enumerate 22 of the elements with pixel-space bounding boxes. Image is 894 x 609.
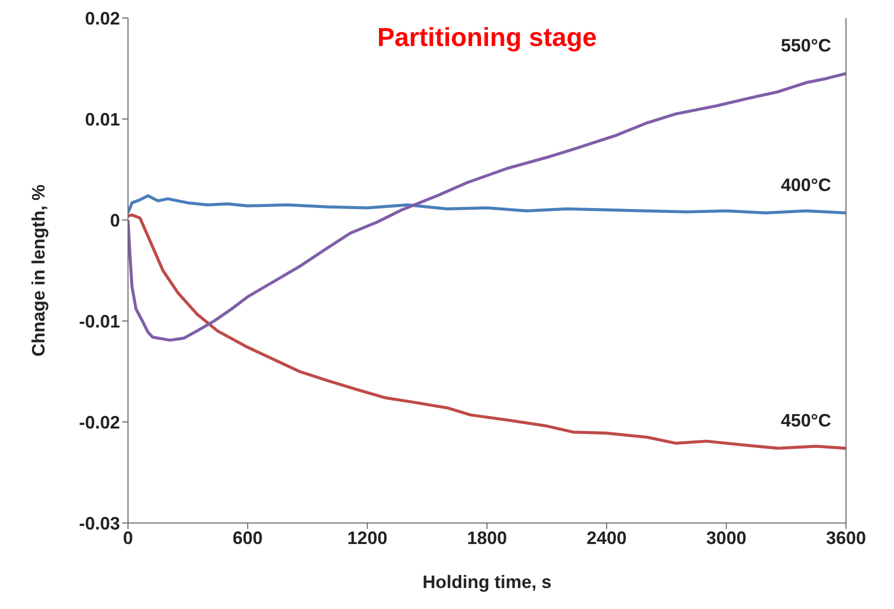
x-tick-label: 1800 bbox=[466, 528, 508, 548]
x-tick-label: 600 bbox=[232, 528, 263, 548]
x-tick-label: 0 bbox=[122, 528, 134, 548]
x-tick-label: 3600 bbox=[826, 528, 866, 548]
line-series bbox=[128, 194, 846, 214]
series-label: 400°C bbox=[780, 174, 832, 195]
x-tick-label: 1200 bbox=[347, 528, 388, 548]
y-tick-label: -0.02 bbox=[78, 412, 120, 432]
y-tick-label: 0.02 bbox=[84, 8, 120, 28]
y-tick-label: 0 bbox=[110, 210, 120, 230]
y-tick-label: 0.01 bbox=[84, 109, 120, 130]
series-label: 450°C bbox=[780, 410, 832, 430]
line-series bbox=[128, 213, 846, 450]
x-tick-label: 2400 bbox=[586, 528, 627, 548]
x-axis-title: Holding time, s bbox=[422, 572, 552, 592]
x-tick-label: 3000 bbox=[706, 528, 746, 548]
y-axis-title: Chnage in length, % bbox=[28, 184, 48, 357]
line-series bbox=[128, 72, 846, 342]
y-tick-label: -0.03 bbox=[78, 513, 120, 534]
series-label: 550°C bbox=[780, 36, 832, 56]
y-tick-label: -0.01 bbox=[78, 311, 120, 332]
chart-title: Partitioning stage bbox=[377, 22, 597, 52]
